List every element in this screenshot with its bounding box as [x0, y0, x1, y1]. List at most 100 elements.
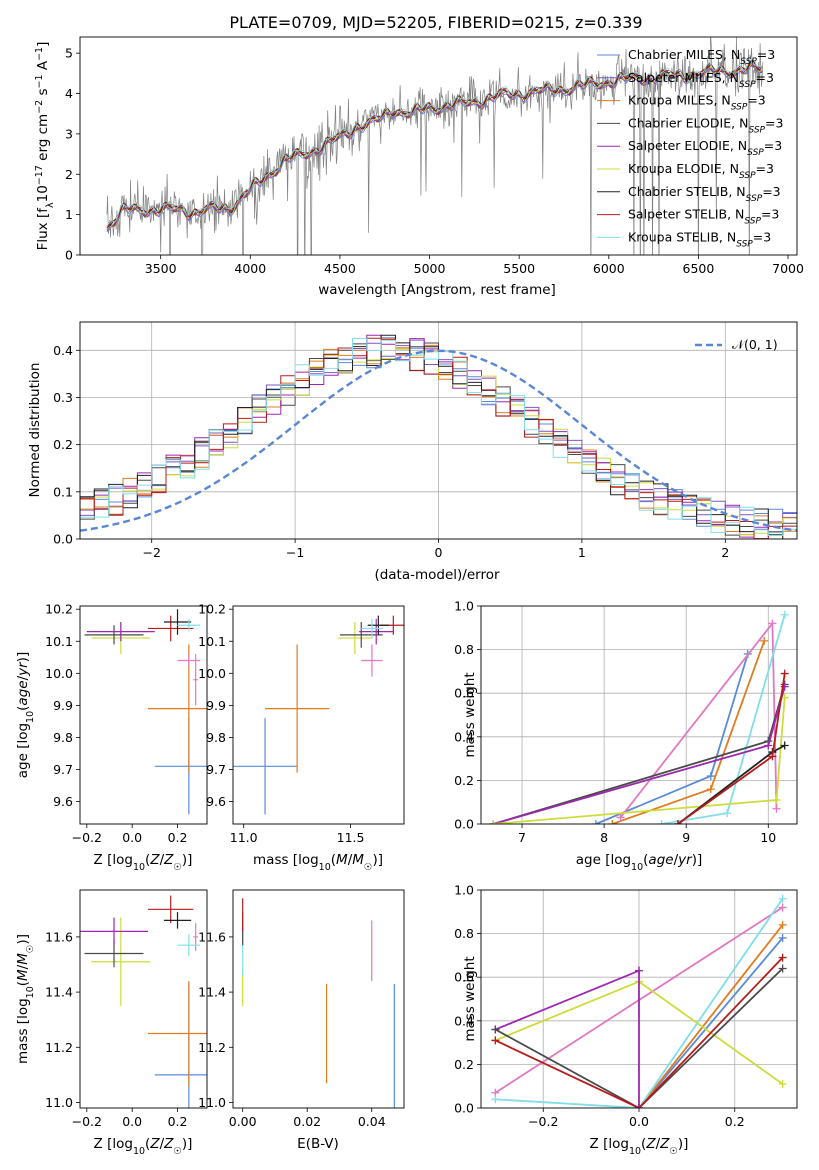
y-tick-label: 9.7 — [206, 762, 226, 777]
weight-marker — [657, 820, 666, 824]
weight-marker — [764, 741, 773, 750]
x-tick-label: −1 — [286, 545, 304, 560]
x-tick-label: 7000 — [772, 261, 804, 276]
weight-line — [495, 969, 640, 1031]
errorbar-point — [148, 615, 194, 642]
errorbar-point — [86, 622, 155, 642]
weight-marker — [635, 1104, 643, 1108]
x-tick-label: 2 — [721, 545, 729, 560]
x-tick-label: 0.2 — [168, 830, 188, 845]
errorbar-point — [84, 625, 144, 645]
x-tick-label: 11.0 — [230, 830, 258, 845]
y-tick-label: 0.0 — [53, 532, 73, 547]
label-part: age [log — [576, 852, 631, 868]
legend-sub: SSP — [736, 239, 753, 249]
weight-line — [494, 967, 784, 1108]
plot-area — [481, 890, 797, 1108]
y-tick-label: 9.6 — [53, 794, 73, 809]
label-part: Flux [f — [35, 207, 51, 251]
legend-sub: SSP — [740, 57, 757, 67]
weight-marker — [491, 1036, 500, 1045]
label-part: ( — [641, 1136, 646, 1152]
legend-sub: SSP — [744, 217, 761, 227]
label-part: ☉ — [669, 1146, 678, 1157]
label-part: 10 — [133, 1146, 145, 1157]
plot-area — [481, 606, 797, 824]
plot-area — [80, 895, 207, 1108]
label-part: ( — [145, 852, 150, 868]
label-part: ( — [15, 981, 31, 986]
label-part: / — [674, 852, 679, 868]
weight-marker — [608, 820, 617, 824]
legend-label: Salpeter STELIB, NSSP=3 — [628, 207, 779, 227]
errorbar-point — [233, 718, 298, 815]
y-tick-label: 0.1 — [53, 484, 73, 499]
legend-text: =3 — [761, 207, 779, 222]
errorbar-point — [148, 895, 194, 924]
y-tick-label: 9.9 — [206, 698, 226, 713]
y-tick-label: 0.3 — [53, 390, 73, 405]
y-tick-label: 0.2 — [454, 773, 474, 788]
weight-marker — [768, 619, 777, 628]
model-line-chabrier-miles — [106, 63, 763, 232]
label-part: A — [35, 60, 51, 74]
legend-sub: SSP — [731, 103, 748, 113]
label-part: / — [15, 675, 31, 680]
x-axis-label: E(B-V) — [297, 1136, 339, 1152]
y-tick-label: 9.8 — [53, 730, 73, 745]
y-tick-label: 10.2 — [198, 602, 226, 617]
y-tick-label: 1.0 — [454, 883, 474, 898]
label-part: ( — [15, 706, 31, 711]
x-axis-label: Z [log10(Z/Z☉)] — [94, 1136, 193, 1157]
plot-area — [80, 322, 797, 539]
y-tick-label: 9.6 — [206, 794, 226, 809]
weight-marker — [778, 1080, 787, 1089]
legend-label: Kroupa STELIB, NSSP=3 — [628, 229, 771, 249]
axes-frame — [79, 321, 798, 540]
weight-marker — [489, 820, 498, 824]
label-part: Z — [659, 1136, 670, 1152]
model-line-chabrier-elodie — [106, 65, 763, 228]
legend-text: =3 — [747, 93, 765, 108]
x-tick-label: 0 — [435, 545, 443, 560]
errorbar-point — [177, 654, 201, 667]
weight-marker — [780, 610, 789, 619]
y-tick-label: 11.6 — [198, 929, 226, 944]
y-tick-label: 0.8 — [454, 926, 474, 941]
y-axis-label: Flux [fλ10−17 erg cm−2 s−1 A−1] — [34, 42, 56, 251]
label-part: ( — [643, 852, 648, 868]
weight-marker — [591, 820, 600, 824]
weight-marker — [491, 1025, 500, 1034]
label-part: −1 — [34, 74, 45, 88]
y-tick-label: 9.8 — [206, 730, 226, 745]
weight-marker — [778, 964, 787, 973]
axes-frame — [480, 605, 798, 825]
legend-text: Salpeter STELIB, N — [628, 207, 744, 222]
label-part: 10 — [25, 986, 36, 998]
errorbar-point — [359, 618, 394, 645]
label-part: ( — [145, 1136, 150, 1152]
label-part: M — [15, 969, 31, 981]
x-tick-label: −0.2 — [528, 1114, 558, 1129]
legend-text: Kroupa ELODIE, N — [628, 161, 739, 176]
y-axis-label: age [log10(age/yr)] — [15, 652, 36, 778]
legend-text: =3 — [757, 47, 775, 62]
y-tick-label: 10.0 — [45, 666, 73, 681]
label-part: ☉ — [364, 862, 373, 873]
y-tick-label: 11.4 — [198, 985, 226, 1000]
legend-text: Chabrier ELODIE, N — [628, 115, 748, 130]
legend-text: Kroupa STELIB, N — [628, 229, 736, 244]
y-tick-label: 4 — [65, 86, 73, 101]
legend-label: Chabrier ELODIE, NSSP=3 — [628, 115, 783, 135]
legend-label: Chabrier MILES, NSSP=3 — [628, 47, 775, 67]
x-axis-label: Z [log10(Z/Z☉)] — [590, 1136, 689, 1157]
label-part: age — [15, 680, 31, 705]
weight-line — [619, 620, 778, 819]
legend-text: =3 — [765, 115, 783, 130]
model-line-kroupa-stelib — [106, 60, 763, 228]
weight-marker — [778, 953, 787, 962]
y-tick-label: 0.8 — [454, 642, 474, 657]
legend-label: Chabrier STELIB, NSSP=3 — [628, 184, 781, 204]
